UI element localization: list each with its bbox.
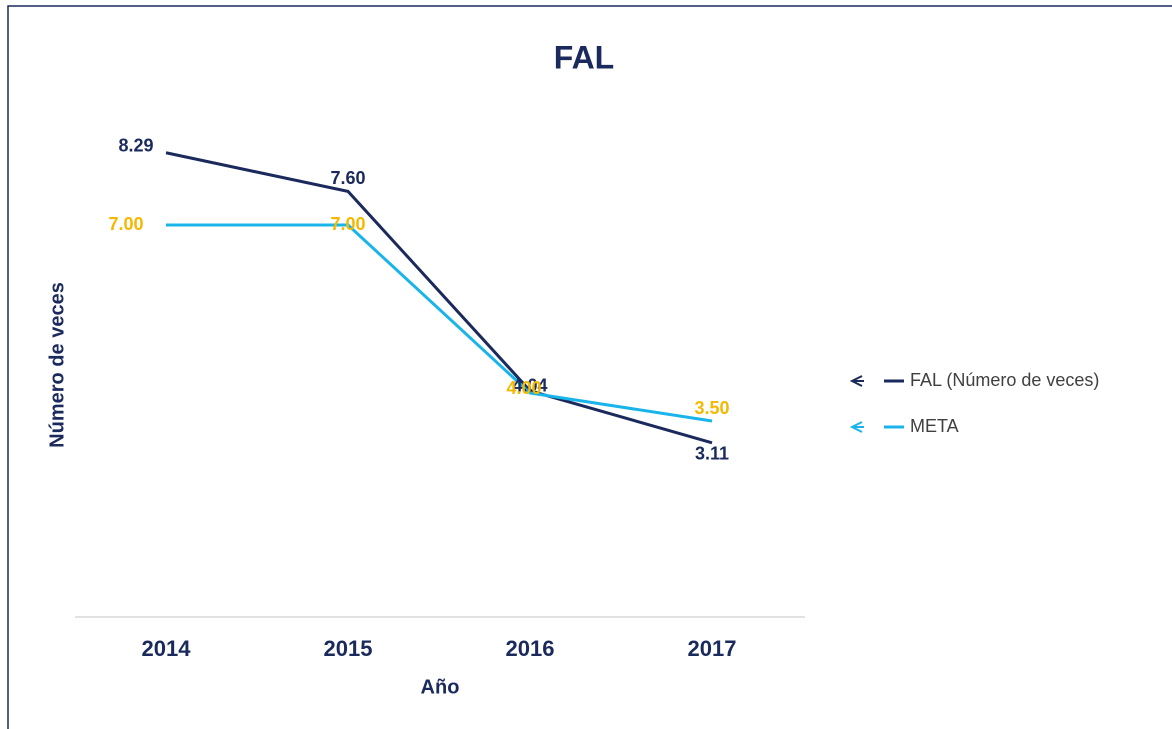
series-line: [165, 151, 713, 445]
legend-arrow: [849, 421, 864, 433]
data-label: 7.00: [108, 214, 143, 234]
chart-title: FAL: [554, 39, 614, 75]
x-tick-label: 2014: [142, 636, 192, 661]
data-label: 7.00: [330, 214, 365, 234]
y-axis-label: Número de veces: [46, 282, 68, 448]
data-label: 4.04: [512, 376, 547, 396]
data-label: 8.29: [118, 136, 153, 156]
data-label: 7.60: [330, 168, 365, 188]
legend-label: META: [910, 416, 959, 436]
legend-label: FAL (Número de veces): [910, 370, 1099, 390]
x-tick-label: 2017: [688, 636, 737, 661]
legend-arrow: [849, 375, 864, 387]
data-label: 4.00: [506, 378, 541, 398]
x-tick-label: 2016: [506, 636, 555, 661]
series-line: [166, 223, 713, 423]
x-tick-label: 2015: [324, 636, 373, 661]
data-label: 3.11: [695, 444, 729, 464]
frame: [7, 5, 1172, 729]
data-label: 3.50: [694, 398, 729, 418]
x-axis-label: Año: [421, 676, 460, 698]
